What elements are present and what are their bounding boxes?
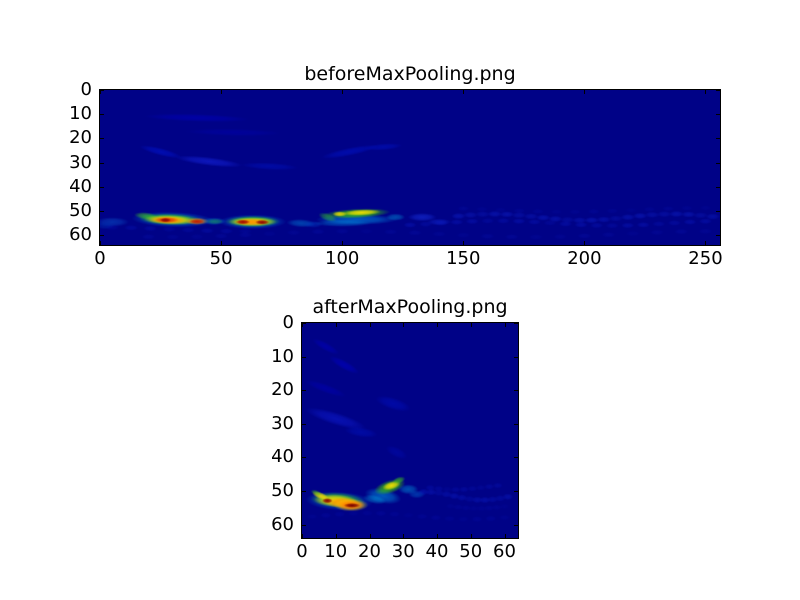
y-tick-label: 40 [271,446,294,468]
heatmap-image-after [302,323,518,538]
x-tick-label: 40 [425,541,449,562]
plot-title-before: beforeMaxPooling.png [304,63,516,86]
y-tick-label: 20 [271,379,294,401]
y-tick-label: 0 [282,312,294,333]
y-tick-label: 60 [69,224,92,246]
x-tick-label: 60 [493,541,516,562]
x-tick-label: 50 [209,248,233,269]
y-tick-label: 20 [69,127,92,149]
subplot-after-maxpooling: afterMaxPooling.png 0 10 20 30 40 50 60 0 10 20 30… [271,297,519,561]
x-tick-label: 20 [358,541,381,562]
subplot-before-maxpooling: beforeMaxPooling.png 0 50 100 150 200 250 0 10 2… [69,64,723,268]
heatmap-image-before [100,90,720,245]
x-tick-label: 10 [324,541,348,562]
x-tick-label: 150 [446,248,481,269]
x-tick-label: 200 [567,248,602,269]
y-tick-label: 10 [271,345,294,367]
y-tick-label: 60 [271,513,294,535]
y-tick-label: 0 [80,79,92,100]
x-tick-label: 0 [94,248,106,269]
x-tick-label: 30 [391,541,415,562]
y-tick-label: 40 [69,175,92,197]
y-tick-label: 10 [69,103,92,125]
x-tick-label: 50 [459,541,483,562]
x-tick-label: 100 [325,248,360,269]
x-tick-label: 0 [296,541,308,562]
y-tick-label: 50 [69,200,92,222]
y-tick-label: 30 [271,412,294,434]
plot-title-after: afterMaxPooling.png [312,296,508,319]
y-tick-label: 30 [69,151,92,173]
x-tick-label: 250 [688,248,723,269]
y-tick-label: 50 [271,479,294,501]
